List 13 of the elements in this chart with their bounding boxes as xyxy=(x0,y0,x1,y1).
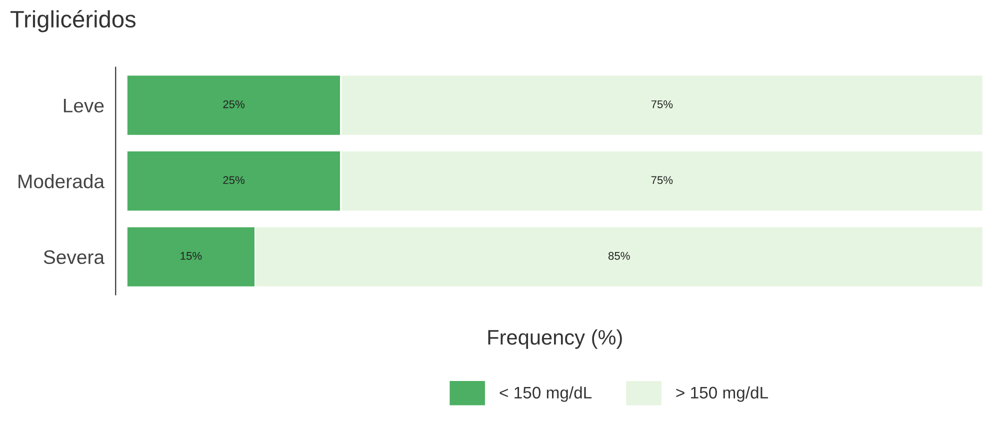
legend-label: > 150 mg/dL xyxy=(676,386,768,402)
data-label: 75% xyxy=(651,176,673,184)
y-tick-label: Severa xyxy=(44,250,105,264)
legend-label: < 150 mg/dL xyxy=(500,386,592,402)
data-label: 25% xyxy=(223,176,245,184)
data-label: 75% xyxy=(651,100,673,108)
x-axis-title: Frequency (%) xyxy=(488,329,622,349)
data-label: 15% xyxy=(180,252,202,260)
data-label: 25% xyxy=(223,100,245,108)
y-tick-label: Leve xyxy=(64,98,104,112)
chart-title: Triglicéridos xyxy=(10,10,136,32)
y-tick-label: Moderada xyxy=(18,174,105,188)
data-label: 85% xyxy=(608,252,630,260)
